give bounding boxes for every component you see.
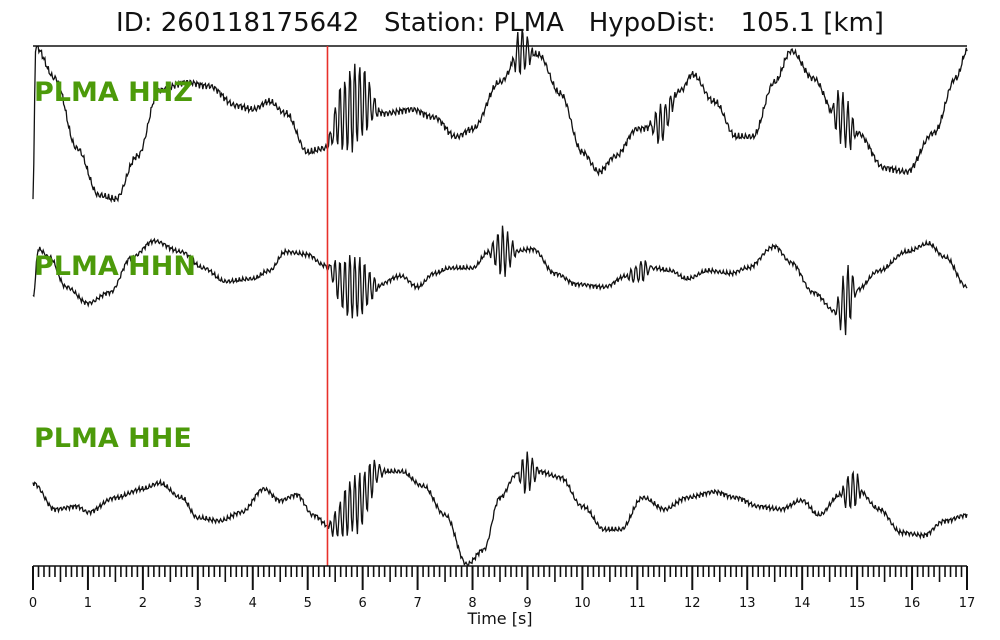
x-tick-label: 1 [84,596,92,611]
x-tick-label: 13 [739,596,756,611]
chart-title: ID: 260118175642 Station: PLMA HypoDist:… [116,8,884,38]
x-tick-label: 12 [684,596,701,611]
x-tick-label: 10 [574,596,591,611]
x-tick-label: 8 [468,596,476,611]
x-tick-label: 11 [629,596,646,611]
waveform-trace-hhn [32,225,968,336]
x-tick-label: 3 [194,596,202,611]
waveform-trace-hhz [32,29,968,204]
x-tick-label: 5 [304,596,312,611]
waveform-trace-hhe [32,451,968,567]
time-axis: 0 1 2 3 4 5 6 7 8 9 10 11 12 13 14 15 16 17 [29,565,976,611]
x-tick-label: 0 [29,596,37,611]
x-tick-label: 14 [794,596,811,611]
x-tick-label: 4 [249,596,257,611]
x-tick-label: 2 [139,596,147,611]
x-tick-label: 9 [523,596,531,611]
x-axis-label: Time [s] [466,609,532,628]
trace-group [32,29,968,567]
x-tick-label: 17 [959,596,976,611]
channel-label-hhz: PLMA HHZ [34,77,193,108]
channel-label-hhe: PLMA HHE [34,423,192,454]
channel-label-hhn: PLMA HHN [34,251,196,282]
x-tick-label: 6 [359,596,367,611]
x-tick-label: 16 [904,596,921,611]
x-tick-label: 15 [849,596,866,611]
x-tick-label: 7 [413,596,421,611]
